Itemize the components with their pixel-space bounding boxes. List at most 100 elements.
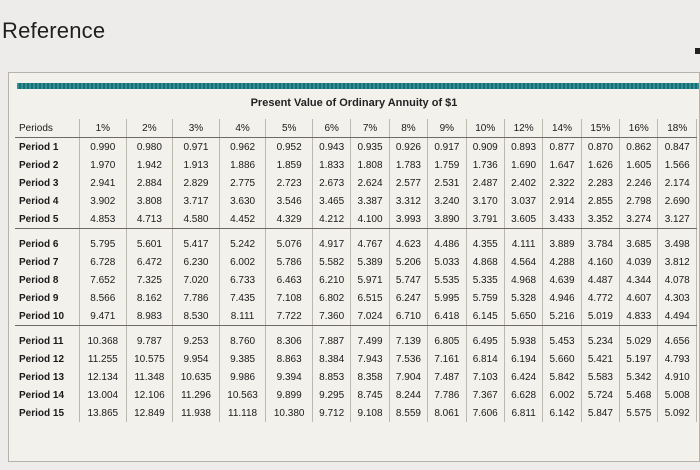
table-cell: 1.626 (581, 156, 621, 174)
table-cell: 4.868 (466, 253, 505, 271)
table-cell: 5.453 (542, 325, 582, 350)
table-cell: 8.061 (427, 404, 467, 422)
table-cell: 5.234 (581, 325, 621, 350)
table-cell: 6.710 (389, 307, 429, 326)
table-cell: 5.342 (619, 368, 659, 386)
table-cell: 5.417 (172, 228, 220, 253)
table-cell: 3.717 (172, 192, 220, 210)
table-cell: 1.605 (619, 156, 659, 174)
table-cell: 3.127 (657, 210, 697, 229)
table-cell: 8.566 (79, 289, 127, 307)
table-cell: 1.886 (219, 156, 267, 174)
table-cell: 6.805 (427, 325, 467, 350)
table-cell: 3.387 (350, 192, 390, 210)
table-cell: 6.145 (466, 307, 505, 326)
table-cell: 5.660 (542, 350, 582, 368)
table-cell: 10.575 (126, 350, 174, 368)
table-cell: 4.656 (657, 325, 697, 350)
header-accent-band (17, 83, 699, 89)
table-body: Period 1 0.990 0.980 0.971 0.962 0.952 0.943 0.… (15, 137, 697, 422)
table-cell: 6.728 (79, 253, 127, 271)
table-cell: 3.498 (657, 228, 697, 253)
table-cell: 2.624 (350, 174, 390, 192)
table-cell: 8.306 (265, 325, 313, 350)
table-cell: 7.435 (219, 289, 267, 307)
table-cell: 9.954 (172, 350, 220, 368)
table-cell: 5.938 (504, 325, 544, 350)
table-cell: 0.862 (619, 137, 659, 156)
table-cell: 3.993 (389, 210, 429, 229)
table-cell: 1.859 (265, 156, 313, 174)
table-cell: 4.111 (504, 228, 544, 253)
table-cell: 4.580 (172, 210, 220, 229)
table-cell: 7.103 (466, 368, 505, 386)
table-cell: 1.759 (427, 156, 467, 174)
table-cell: 7.786 (427, 386, 467, 404)
column-header: 1% (79, 119, 127, 138)
table-cell: 4.623 (389, 228, 429, 253)
column-header: 4% (219, 119, 267, 138)
table-cell: 8.162 (126, 289, 174, 307)
table-cell: 1.808 (350, 156, 390, 174)
table-cell: 2.723 (265, 174, 313, 192)
table-cell: 4.917 (312, 228, 352, 253)
table-cell: 8.983 (126, 307, 174, 326)
table-cell: 9.253 (172, 325, 220, 350)
table-cell: 5.847 (581, 404, 621, 422)
table-row: Period 13 12.134 11.348 10.635 9.986 9.394 8.8… (15, 368, 697, 386)
table-cell: 4.039 (619, 253, 659, 271)
table-cell: 2.673 (312, 174, 352, 192)
table-row: Period 10 9.471 8.983 8.530 8.111 7.722 7.360 7… (15, 307, 697, 326)
table-cell: 3.546 (265, 192, 313, 210)
table-cell: 4.946 (542, 289, 582, 307)
table-cell: 7.024 (350, 307, 390, 326)
table-cell: 9.295 (312, 386, 352, 404)
table-cell: 5.029 (619, 325, 659, 350)
table-cell: 4.486 (427, 228, 467, 253)
table-cell: 6.811 (504, 404, 544, 422)
table-cell: 7.360 (312, 307, 352, 326)
table-cell: 6.418 (427, 307, 467, 326)
table-cell: 8.530 (172, 307, 220, 326)
table-cell: 11.296 (172, 386, 220, 404)
table-cell: 10.368 (79, 325, 127, 350)
table-cell: 3.274 (619, 210, 659, 229)
row-label: Period 12 (15, 350, 80, 368)
column-header: 7% (350, 119, 390, 138)
table-cell: 7.325 (126, 271, 174, 289)
table-cell: 4.772 (581, 289, 621, 307)
table-row: Period 12 11.255 10.575 9.954 9.385 8.863 8.38… (15, 350, 697, 368)
table-cell: 1.942 (126, 156, 174, 174)
row-label: Period 13 (15, 368, 80, 386)
table-cell: 5.216 (542, 307, 582, 326)
edge-marker (695, 48, 700, 54)
row-label: Period 10 (15, 307, 80, 326)
table-cell: 11.348 (126, 368, 174, 386)
table-cell: 0.917 (427, 137, 467, 156)
table-cell: 3.433 (542, 210, 582, 229)
table-cell: 1.833 (312, 156, 352, 174)
table-cell: 1.783 (389, 156, 429, 174)
column-header: 10% (466, 119, 505, 138)
table-cell: 11.255 (79, 350, 127, 368)
table-cell: 0.935 (350, 137, 390, 156)
table-cell: 4.344 (619, 271, 659, 289)
table-cell: 2.402 (504, 174, 544, 192)
table-cell: 5.995 (427, 289, 467, 307)
table-cell: 4.853 (79, 210, 127, 229)
table-cell: 7.904 (389, 368, 429, 386)
table-cell: 3.312 (389, 192, 429, 210)
table-cell: 3.685 (619, 228, 659, 253)
row-label: Period 2 (15, 156, 80, 174)
table-cell: 2.531 (427, 174, 467, 192)
table-cell: 4.713 (126, 210, 174, 229)
table-cell: 5.468 (619, 386, 659, 404)
row-label: Period 4 (15, 192, 80, 210)
table-cell: 7.887 (312, 325, 352, 350)
table-cell: 5.092 (657, 404, 697, 422)
row-label: Period 3 (15, 174, 80, 192)
table-cell: 6.002 (219, 253, 267, 271)
table-cell: 6.733 (219, 271, 267, 289)
table-cell: 13.004 (79, 386, 127, 404)
table-cell: 2.855 (581, 192, 621, 210)
